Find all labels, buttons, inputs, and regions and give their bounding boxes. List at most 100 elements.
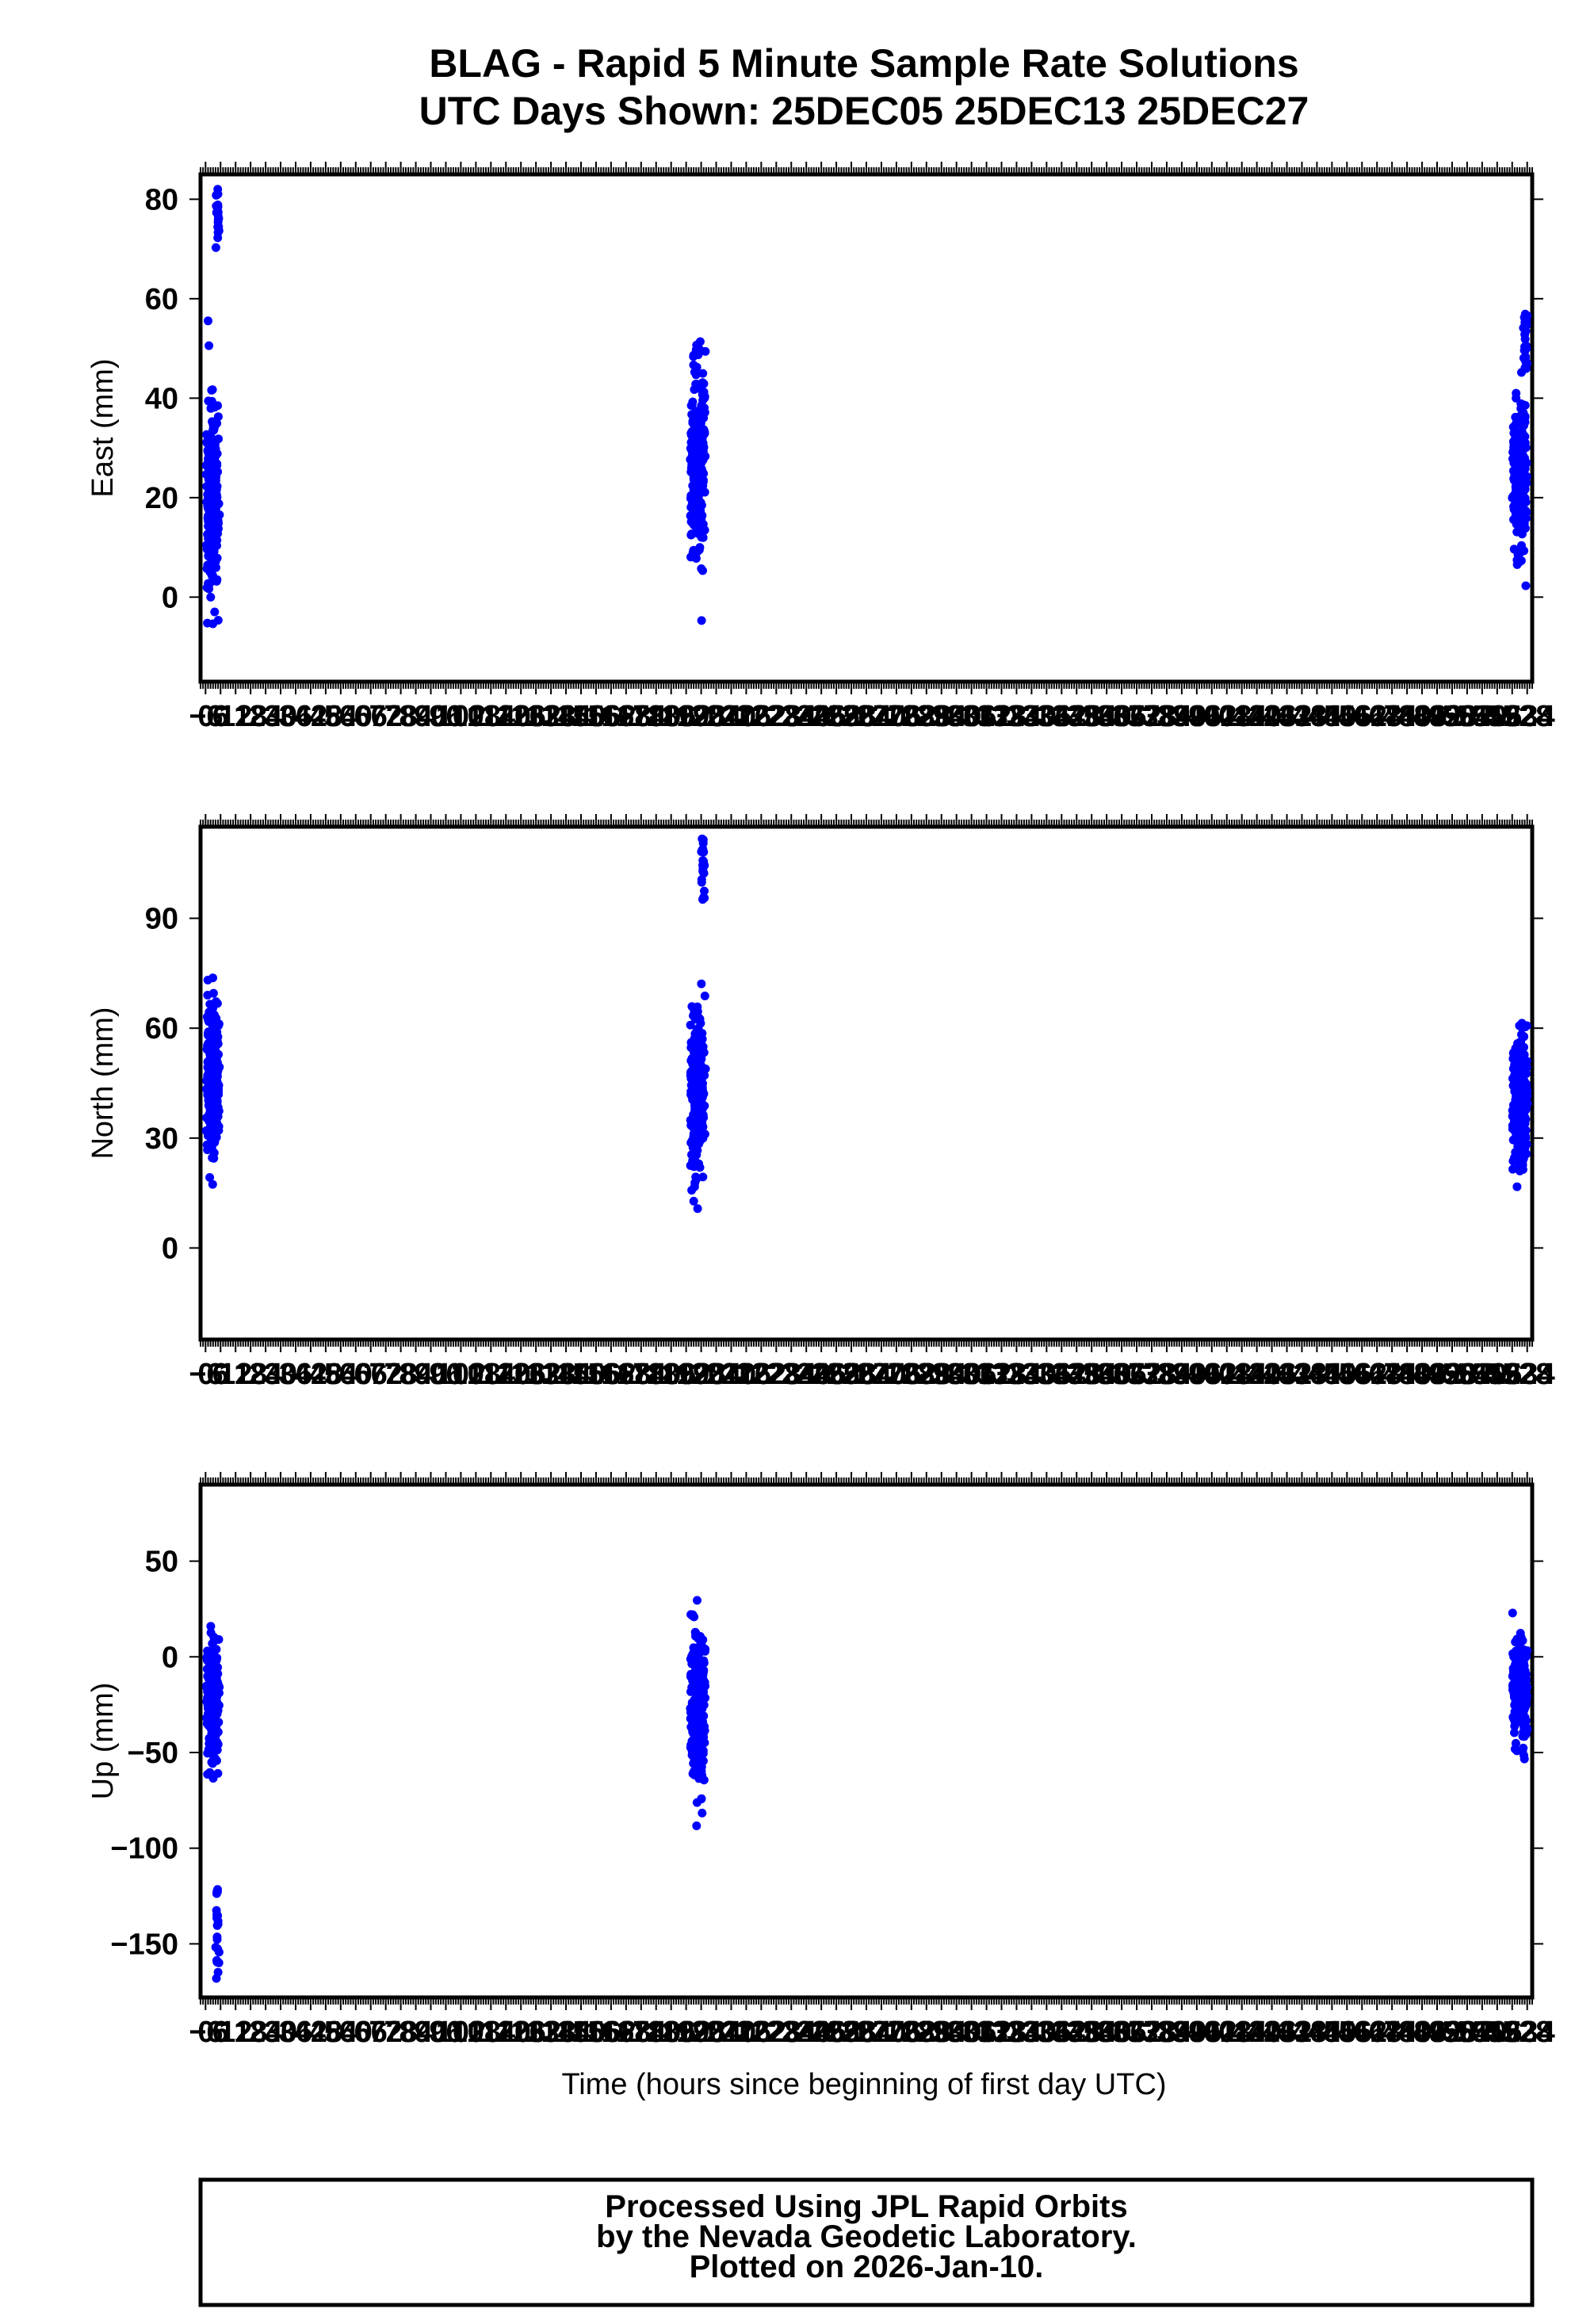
north-point <box>697 877 706 887</box>
east-xtick-label: 234 <box>766 700 816 733</box>
east-xtick-label: 492 <box>1412 700 1462 733</box>
east-point <box>1521 443 1531 453</box>
east-point <box>1522 472 1531 481</box>
east-xtick-label: 36 <box>279 700 312 733</box>
north-xtick-label: 312 <box>961 1358 1011 1391</box>
east-xtick-label: 204 <box>691 700 741 733</box>
north-point <box>700 893 709 903</box>
north-point <box>699 869 709 878</box>
east-xtick-label: 90 <box>414 700 447 733</box>
east-xtick-label: 180 <box>631 700 681 733</box>
north-point <box>208 988 218 998</box>
east-point <box>700 427 709 437</box>
north-point <box>1522 1139 1531 1149</box>
north-xtick-label: 360 <box>1081 1358 1131 1391</box>
east-xtick-label: 156 <box>571 700 621 733</box>
east-xtick-label: 192 <box>661 700 711 733</box>
east-point <box>211 243 220 252</box>
east-xtick-label: 444 <box>1292 700 1342 733</box>
east-point <box>1516 556 1526 565</box>
east-xtick-label: 468 <box>1352 700 1402 733</box>
east-xtick-label: 384 <box>1141 700 1191 733</box>
east-point <box>700 393 709 403</box>
north-point <box>701 1065 710 1073</box>
east-xtick-label: 0 <box>197 700 214 733</box>
east-point <box>205 341 214 350</box>
up-ytick-label: 0 <box>162 1641 178 1674</box>
east-xtick-label: 486 <box>1397 700 1447 733</box>
east-point <box>213 401 223 411</box>
east-point <box>695 337 705 346</box>
north-point <box>1520 1032 1529 1042</box>
east-xtick-label: 198 <box>676 700 726 733</box>
east-xtick-label: 282 <box>886 700 936 733</box>
north-point <box>215 1062 224 1072</box>
east-xtick-label: 408 <box>1202 700 1252 733</box>
east-xtick-label: 456 <box>1322 700 1372 733</box>
north-ytick-label: 90 <box>145 903 178 936</box>
north-xtick-label: 168 <box>601 1358 651 1391</box>
north-xtick-label: 432 <box>1262 1358 1312 1391</box>
up-ytick-label: 50 <box>145 1546 178 1579</box>
east-xtick-label: 288 <box>901 700 951 733</box>
north-xtick-label: 204 <box>691 1358 741 1391</box>
north-point <box>697 979 706 988</box>
east-point <box>701 452 710 461</box>
east-point <box>213 185 223 194</box>
east-xtick-label: 516 <box>1472 700 1522 733</box>
east-point <box>1521 352 1530 361</box>
east-point <box>698 510 707 520</box>
east-point <box>699 442 709 452</box>
east-xtick-label: 108 <box>451 700 501 733</box>
north-xtick-label: 132 <box>510 1358 560 1391</box>
east-xtick-label: 432 <box>1262 700 1312 733</box>
east-point <box>691 370 701 380</box>
north-point <box>209 1153 219 1163</box>
east-xtick-label: 246 <box>796 700 846 733</box>
east-point <box>700 487 709 497</box>
east-point <box>212 482 222 491</box>
east-xtick-label: 528 <box>1502 700 1552 733</box>
east-point <box>1520 411 1530 421</box>
north-xtick-label: 342 <box>1037 1358 1087 1391</box>
east-ytick-label: 20 <box>145 482 178 515</box>
up-ytick-label: −50 <box>128 1737 178 1770</box>
east-point <box>210 607 220 617</box>
east-points <box>201 185 1532 629</box>
north-point <box>1521 1149 1531 1159</box>
north-xtick-label: 258 <box>826 1358 876 1391</box>
east-xtick-label: 60 <box>339 700 373 733</box>
north-xtick-label: 270 <box>856 1358 906 1391</box>
east-xtick-label: −6 <box>189 700 223 733</box>
east-xtick-label: 300 <box>931 700 981 733</box>
north-y-axis-label: North (mm) <box>86 1007 120 1159</box>
east-xtick-label: 138 <box>526 700 575 733</box>
east-xtick-label: 78 <box>384 700 417 733</box>
east-xtick-label: 120 <box>481 700 531 733</box>
east-xtick-label: 372 <box>1111 700 1161 733</box>
east-point <box>215 510 224 519</box>
north-xtick-label: 480 <box>1382 1358 1432 1391</box>
north-xtick-label: 348 <box>1052 1358 1102 1391</box>
east-xtick-label: 390 <box>1156 700 1206 733</box>
east-xtick-label: 366 <box>1096 700 1146 733</box>
east-xtick-label: 378 <box>1126 700 1176 733</box>
east-xtick-label: 354 <box>1067 700 1117 733</box>
east-point <box>212 536 222 545</box>
east-xtick-label: 360 <box>1081 700 1131 733</box>
north-xtick-label: 438 <box>1277 1358 1327 1391</box>
east-xtick-label: 504 <box>1442 700 1492 733</box>
north-xtick-label: 300 <box>931 1358 981 1391</box>
east-point <box>1522 320 1531 330</box>
north-xtick-label: 528 <box>1502 1358 1552 1391</box>
east-point <box>699 469 709 478</box>
east-point <box>212 419 222 428</box>
north-point <box>700 1130 709 1139</box>
east-point <box>204 316 212 326</box>
east-xtick-label: 102 <box>436 700 486 733</box>
north-point <box>1522 1021 1531 1030</box>
north-xtick-label: 486 <box>1397 1358 1447 1391</box>
east-point <box>1520 334 1530 344</box>
up-ytick-label: −150 <box>110 1928 178 1961</box>
north-point <box>693 1204 702 1214</box>
